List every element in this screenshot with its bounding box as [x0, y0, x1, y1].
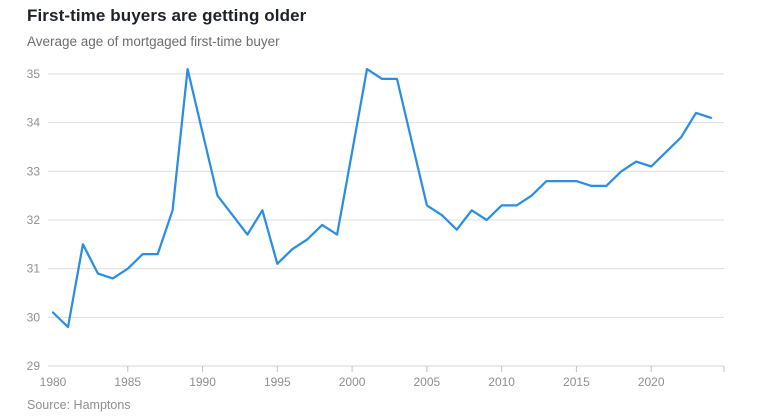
- y-axis-label: 33: [27, 164, 41, 178]
- y-axis-label: 34: [27, 116, 41, 130]
- x-axis-label: 1980: [40, 375, 67, 389]
- chart-subtitle: Average age of mortgaged first-time buye…: [27, 34, 280, 49]
- y-axis-label: 32: [27, 213, 41, 227]
- x-axis-label: 2005: [414, 375, 441, 389]
- data-line: [51, 67, 713, 329]
- x-axis-label: 2000: [339, 375, 366, 389]
- x-axis-label: 2015: [563, 375, 590, 389]
- x-axis-label: 1990: [189, 375, 216, 389]
- chart-title: First-time buyers are getting older: [27, 6, 307, 25]
- y-axis-label: 29: [27, 359, 41, 373]
- x-axis-label: 2010: [488, 375, 515, 389]
- y-axis-label: 35: [27, 67, 41, 81]
- y-axis-label: 31: [27, 262, 41, 276]
- source-note: Source: Hamptons: [27, 398, 131, 412]
- x-axis-label: 1985: [114, 375, 141, 389]
- y-axis-label: 30: [27, 310, 41, 324]
- x-axis-label: 2020: [638, 375, 665, 389]
- x-axis-label: 1995: [264, 375, 291, 389]
